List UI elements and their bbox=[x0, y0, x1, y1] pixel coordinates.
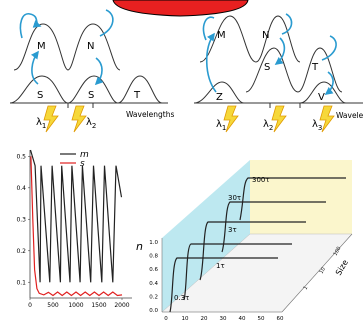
panel-b-arrow-n-to-s bbox=[274, 37, 286, 65]
panel-d-x-tick-label: 20 bbox=[201, 316, 208, 322]
panel-a-energy-diagram: M N S S T λ1 λ2 Wavelengths bbox=[9, 9, 174, 133]
panel-d-y-tick-label: 0.6 bbox=[149, 267, 158, 273]
panel-d-x-tick-label: 60 bbox=[277, 316, 284, 322]
panel-a-label-s2: S bbox=[88, 90, 94, 101]
panel-d-back-wall-yellow bbox=[250, 160, 352, 234]
panel-b-energy-diagram: M N S T Z V λ1 λ2 λ3 Wavelengths bbox=[193, 13, 363, 133]
panel-c-time-series-chart: 0.1 0.2 0.3 0.4 0.5 0 500 1000 1500 2000 m s bbox=[16, 149, 132, 309]
panel-a-arrow-n-loop bbox=[99, 9, 114, 37]
panel-d-x-tick-label: 50 bbox=[258, 316, 265, 322]
panel-c-x-tick-label: 1500 bbox=[91, 302, 106, 309]
panel-c-x-tick-label: 1000 bbox=[68, 302, 83, 309]
panel-b-label-v: V bbox=[318, 92, 325, 103]
panel-c-y-tick-label: 0.5 bbox=[16, 153, 26, 160]
panel-a-label-t: T bbox=[133, 90, 141, 101]
panel-d-size-tick-1: 1 bbox=[303, 285, 310, 291]
red-state-cap bbox=[112, 0, 249, 17]
panel-d-curve-0.3tau bbox=[169, 257, 278, 313]
panel-b-lambda-2: λ2 bbox=[263, 119, 273, 132]
panel-b-label-m: M bbox=[217, 30, 226, 41]
panel-a-axis-label: Wavelengths bbox=[126, 110, 174, 119]
panel-b-label-n: N bbox=[262, 30, 269, 41]
panel-c-y-tick-label: 0.4 bbox=[16, 185, 26, 192]
panel-d-curve-label-0.3tau: 0.3τ bbox=[174, 294, 189, 302]
panel-a-label-n: N bbox=[87, 41, 94, 52]
panel-d-curve-label-30tau: 30τ bbox=[228, 194, 241, 202]
panel-d-y-tick-label: 0.2 bbox=[149, 294, 158, 300]
panel-d-depth-axis bbox=[281, 233, 353, 313]
panel-d-back-wall-blue bbox=[162, 160, 250, 312]
panel-b-label-t: T bbox=[311, 62, 319, 73]
panel-b-lightning-icon-2 bbox=[271, 105, 287, 133]
panel-b-lightning-icon-1 bbox=[223, 105, 239, 133]
panel-c-legend-s-label: s bbox=[80, 159, 85, 169]
panel-a-lambda-2: λ2 bbox=[86, 117, 96, 130]
panel-d-y-axis-label: n bbox=[136, 240, 143, 253]
panel-b-label-s: S bbox=[264, 62, 270, 73]
panel-b-middle-curve bbox=[245, 47, 343, 93]
panel-b-lower-curve bbox=[193, 81, 347, 104]
panel-d-size-tick-100: 100 bbox=[333, 246, 343, 257]
panel-d-size-label: Size bbox=[334, 258, 350, 277]
panel-b-lightning-icon-3 bbox=[319, 105, 335, 133]
panel-b-arrow-t-to-v bbox=[324, 71, 334, 95]
panel-b-arrow-z-to-m bbox=[205, 32, 217, 93]
panel-b-arrow-n-loop bbox=[281, 13, 293, 35]
panel-a-upper-curve bbox=[13, 23, 121, 71]
panel-a-lightning-icon-1 bbox=[43, 105, 59, 133]
panel-b-lambda-1: λ1 bbox=[216, 119, 226, 132]
panel-c-y-tick-label: 0.1 bbox=[16, 279, 26, 286]
panel-d-curve-3tau bbox=[199, 221, 306, 281]
panel-a-label-s1: S bbox=[37, 90, 43, 101]
panel-d-x-tick-label: 30 bbox=[220, 316, 227, 322]
panel-d-curve-30tau bbox=[221, 201, 326, 253]
panel-a-arrow-n-to-s bbox=[94, 57, 104, 86]
panel-d-size-tick-10: 10 bbox=[319, 266, 327, 275]
panel-c-x-tick-label: 2000 bbox=[114, 302, 129, 309]
panel-a-arrow-top-loop bbox=[19, 13, 42, 39]
panel-c-x-tick-label: 0 bbox=[28, 302, 32, 309]
panel-d-x-tick-label: 10 bbox=[182, 316, 189, 322]
panel-d-curve-1tau bbox=[183, 243, 292, 301]
panel-d-y-tick-label: 0.8 bbox=[149, 254, 158, 260]
panel-c-y-tick-label: 0.2 bbox=[16, 248, 26, 255]
panel-b-axis-label: Wavelengths bbox=[336, 111, 363, 120]
panel-d-y-tick-label: 0.4 bbox=[149, 281, 158, 287]
panel-a-lower-curve bbox=[9, 75, 163, 104]
panel-a-arrow-s-to-m bbox=[30, 50, 39, 85]
panel-d-y-tick-label: 0.0 bbox=[149, 308, 158, 314]
panel-d-x-tick-label: 0 bbox=[164, 316, 168, 322]
panel-a-lambda-1: λ1 bbox=[36, 117, 46, 130]
panel-d-curve-label-300tau: 300τ bbox=[252, 176, 270, 184]
panel-b-upper-curve bbox=[199, 15, 301, 63]
panel-a-label-m: M bbox=[37, 41, 46, 52]
panel-d-curve-label-1tau: 1τ bbox=[216, 262, 225, 270]
panel-d-curve-300tau bbox=[239, 177, 346, 221]
panel-b-label-z: Z bbox=[216, 92, 223, 103]
panel-c-x-tick-label: 500 bbox=[47, 302, 59, 309]
panel-b-arrow-top-loop bbox=[202, 16, 215, 41]
panel-d-y-tick-label: 1.0 bbox=[149, 240, 158, 246]
panel-c-legend-m-label: m bbox=[80, 150, 89, 160]
panel-d-x-tick-label: 40 bbox=[239, 316, 246, 322]
panel-c-y-tick-label: 0.3 bbox=[16, 216, 26, 223]
panel-d-curve-label-3tau: 3τ bbox=[228, 226, 237, 234]
panel-a-lightning-icon-2 bbox=[71, 105, 87, 133]
panel-b-lambda-3: λ3 bbox=[312, 119, 322, 132]
panel-c-series-s-line bbox=[30, 156, 123, 297]
panel-d-3d-size-plot: n 0.00.20.40.60.81.0 0 10 20 30 40 50 60 Size … bbox=[136, 160, 353, 322]
panel-c-series-m-line bbox=[29, 149, 123, 283]
panel-b-arrow-t-loop bbox=[321, 35, 337, 61]
